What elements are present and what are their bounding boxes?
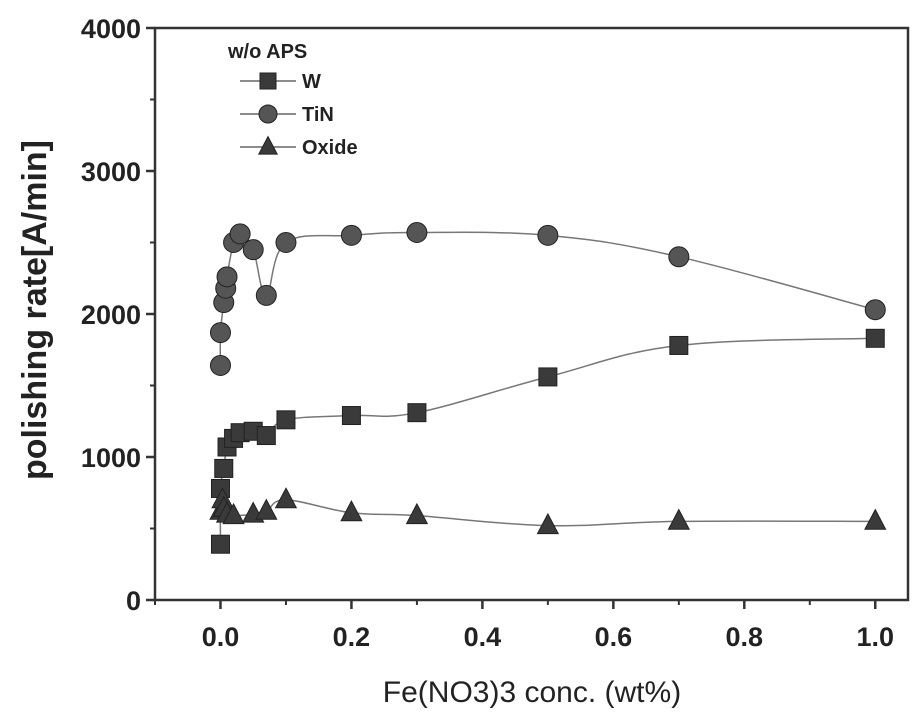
tin-data-point — [210, 355, 230, 375]
tin-data-point — [407, 222, 427, 242]
legend-marker-w — [260, 73, 276, 89]
w-data-point — [408, 404, 426, 422]
tin-data-point — [341, 225, 361, 245]
oxide-data-point — [276, 488, 297, 508]
legend-label-tin: TiN — [302, 104, 334, 126]
axes: 0.0 0.2 0.4 0.6 0.8 1.0 0 1000 2000 3000 4000 — [81, 14, 908, 652]
y-tick-label: 1000 — [81, 443, 141, 473]
oxide-data-point — [865, 510, 886, 530]
x-tick-label: 0.0 — [202, 622, 240, 652]
y-tick-label: 2000 — [81, 300, 141, 330]
y-tick-label: 4000 — [81, 14, 141, 44]
tin-data-point — [210, 323, 230, 343]
legend-marker-oxide — [259, 137, 277, 155]
x-tick-label: 0.6 — [595, 622, 633, 652]
tin-data-point — [538, 225, 558, 245]
w-data-point — [342, 407, 360, 425]
y-tick-label: 0 — [126, 586, 141, 616]
tin-trend-line — [220, 232, 875, 365]
w-data-point — [215, 459, 233, 477]
oxide-data-point — [669, 510, 690, 530]
legend-title: w/o APS — [227, 41, 307, 63]
w-data-point — [211, 535, 229, 553]
x-tick-label: 0.4 — [464, 622, 502, 652]
w-data-point — [539, 368, 557, 386]
tin-data-point — [276, 233, 296, 253]
tin-data-point — [217, 267, 237, 287]
oxide-data-point — [407, 504, 428, 524]
y-tick-label: 3000 — [81, 157, 141, 187]
tin-data-point — [669, 247, 689, 267]
x-tick-label: 0.2 — [333, 622, 371, 652]
tin-data-point — [256, 285, 276, 305]
y-axis-label: polishing rate[A/min] — [16, 140, 54, 480]
oxide-data-point — [256, 500, 277, 520]
tin-data-point — [865, 300, 885, 320]
oxide-data-point — [341, 501, 362, 521]
x-axis-label: Fe(NO3)3 conc. (wt%) — [383, 676, 681, 709]
w-data-point — [257, 427, 275, 445]
tin-data-point — [243, 240, 263, 260]
legend-label-oxide: Oxide — [302, 137, 358, 159]
w-data-point — [277, 411, 295, 429]
trend-curves — [220, 232, 875, 544]
w-data-point — [670, 336, 688, 354]
oxide-data-point — [538, 514, 559, 534]
legend: w/o APS W TiN Oxide — [227, 41, 358, 159]
w-data-point — [866, 329, 884, 347]
x-tick-label: 0.8 — [726, 622, 764, 652]
tin-data-point — [230, 224, 250, 244]
x-tick-label: 1.0 — [856, 622, 894, 652]
legend-marker-tin — [259, 105, 277, 123]
legend-label-w: W — [302, 71, 321, 93]
